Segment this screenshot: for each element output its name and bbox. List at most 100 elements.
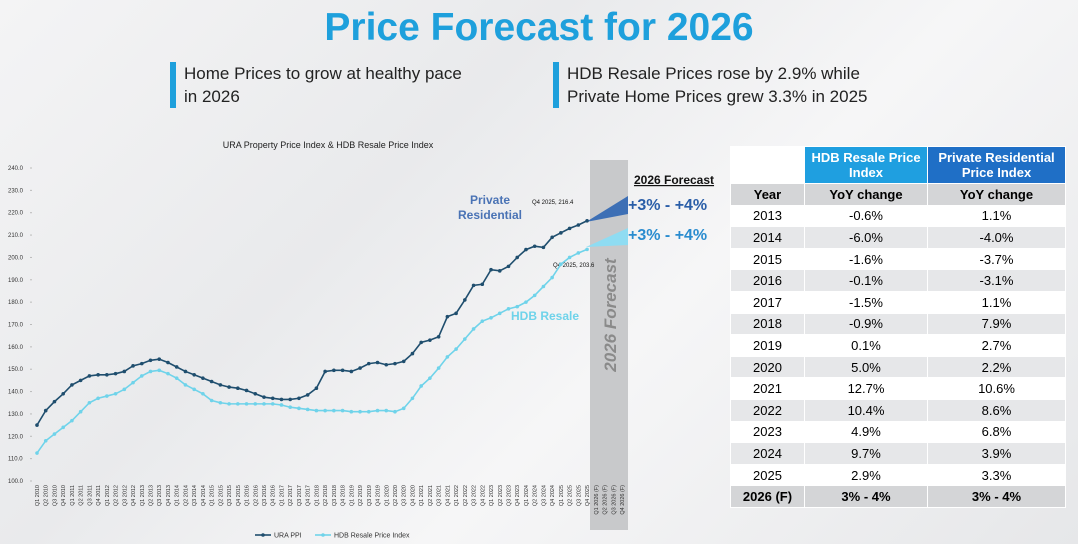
x-tick-label: Q1 2018: [314, 485, 320, 506]
point: [78, 378, 83, 383]
point: [506, 264, 511, 269]
x-tick-label: Q4 2019: [376, 485, 382, 506]
point: [218, 400, 223, 405]
point: [436, 334, 441, 339]
x-tick-label: Q2 2020: [393, 485, 399, 506]
y-tick-label: 210.0: [8, 233, 24, 239]
cell: 2018: [730, 312, 805, 336]
point: [358, 409, 362, 414]
point: [192, 373, 196, 377]
x-tick-label: Q2 2014: [183, 485, 189, 506]
row: 2020 5.0% 2.2%: [730, 355, 1066, 379]
hdb-forecast-wedge: [586, 228, 628, 247]
point: [297, 396, 301, 401]
point: [349, 369, 354, 374]
point: [131, 364, 135, 368]
point: [576, 251, 581, 255]
point: [253, 392, 258, 396]
cell: 2021: [730, 377, 805, 400]
x-tick-label: Q4 2025: [585, 485, 591, 506]
cell: YoY change: [927, 183, 1066, 206]
cell: 2015: [730, 247, 805, 271]
point: [148, 358, 153, 363]
point: [506, 307, 511, 311]
x-tick-label: Q4 2026 (F): [620, 485, 626, 515]
x-tick-label: Q4 2012: [131, 485, 137, 506]
y-tick-label: 140.0: [8, 390, 24, 396]
private-point-label: Q4 2025, 216.4: [532, 200, 574, 206]
x-tick-label: Q2 2026 (F): [603, 485, 609, 515]
private-forecast-wedge: [586, 196, 628, 222]
row: 2015 -1.6% -3.7%: [730, 247, 1066, 271]
row: 2022 10.4% 8.6%: [730, 398, 1066, 422]
point: [297, 406, 301, 411]
point: [585, 218, 589, 223]
x-tick-label: Q3 2026 (F): [611, 485, 617, 515]
point: [375, 408, 380, 413]
point: [279, 403, 284, 407]
x-tick-label: Q3 2013: [157, 485, 163, 506]
point: [480, 319, 485, 323]
x-tick-label: Q3 2014: [192, 485, 198, 506]
row: 2025 2.9% 3.3%: [730, 463, 1066, 487]
table: HDB Resale Price Index Private Residentia…: [730, 146, 1066, 508]
cell: 3% - 4%: [927, 485, 1066, 508]
point: [332, 368, 336, 373]
point: [262, 402, 266, 406]
point: [262, 395, 266, 399]
point: [480, 282, 485, 287]
point: [87, 374, 92, 378]
point: [279, 397, 284, 402]
point: [489, 315, 493, 320]
x-tick-label: Q1 2016: [245, 485, 251, 506]
cell: -0.9%: [804, 312, 928, 336]
cell: 2.2%: [927, 355, 1066, 379]
point: [576, 223, 581, 227]
point: [445, 314, 450, 319]
point: [166, 371, 170, 376]
point: [454, 311, 458, 316]
point: [305, 393, 310, 397]
x-tick-label: Q4 2021: [445, 485, 451, 506]
point: [201, 376, 205, 380]
cell: 2016: [730, 269, 805, 292]
x-tick-label: Q4 2022: [480, 485, 486, 506]
point: [174, 376, 179, 380]
x-tick-label: Q1 2024: [524, 485, 530, 506]
point: HDB Resale Prices rose by 2.9% while Pri…: [553, 62, 907, 108]
cell: 12.7%: [804, 377, 928, 400]
cell: [730, 146, 805, 184]
x-tick-label: Q2 2017: [288, 485, 294, 506]
legend-dot: [261, 533, 265, 537]
y-tick-label: 180.0: [8, 300, 24, 306]
point: [463, 298, 467, 302]
row: 2019 0.1% 2.7%: [730, 334, 1066, 357]
x-tick-label: Q2 2024: [533, 485, 539, 506]
x-tick-label: Q4 2013: [166, 485, 172, 506]
point: [524, 300, 528, 304]
cell: 2014: [730, 226, 805, 249]
point: [236, 402, 240, 406]
legend-label: URA PPI: [274, 533, 302, 540]
x-tick-label: Q1 2020: [384, 485, 390, 506]
row: 2017 -1.5% 1.1%: [730, 290, 1066, 314]
point: [35, 423, 39, 427]
cell: 2017: [730, 290, 805, 314]
cell: 3.3%: [927, 463, 1066, 487]
x-tick-label: Q1 2022: [454, 485, 460, 506]
point: [139, 374, 144, 378]
point: [227, 402, 231, 406]
x-tick-label: Q4 2020: [410, 485, 416, 506]
cell: 10.6%: [927, 377, 1066, 400]
point: [288, 397, 293, 402]
x-tick-label: Q1 2015: [210, 485, 216, 506]
cell: 1.1%: [927, 204, 1066, 228]
cell: -3.1%: [927, 269, 1066, 292]
x-tick-label: Q3 2022: [472, 485, 478, 506]
cell: 9.7%: [804, 442, 928, 465]
x-tick-label: Q3 2023: [506, 485, 512, 506]
y-tick-label: 220.0: [8, 211, 24, 217]
cell: 2.7%: [927, 334, 1066, 357]
x-tick-label: Q3 2015: [227, 485, 233, 506]
y-tick-label: 170.0: [8, 323, 24, 329]
